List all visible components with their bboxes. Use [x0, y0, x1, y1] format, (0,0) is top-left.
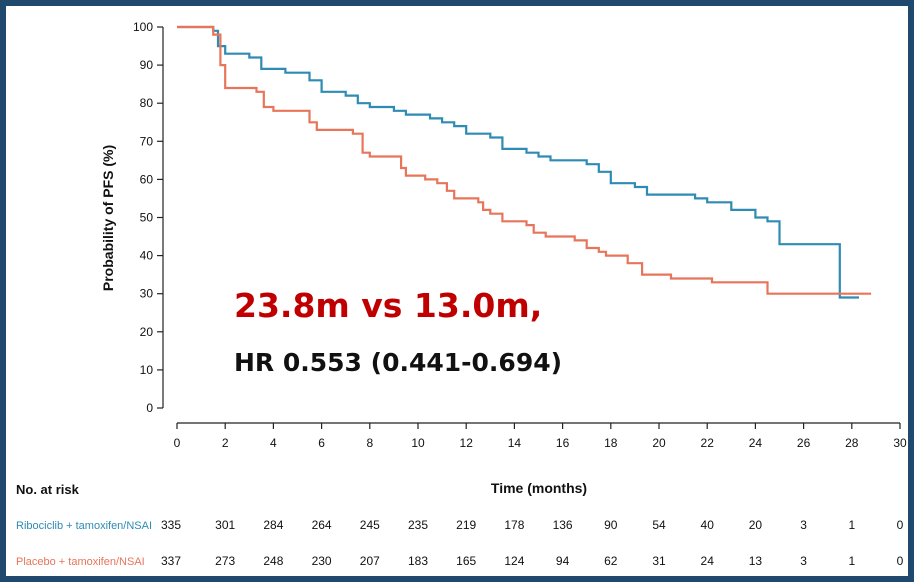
- risk-value: 124: [504, 554, 524, 568]
- x-tick-label: 20: [652, 436, 666, 450]
- risk-table: Ribociclib + tamoxifen/NSAI 335 301 284 264 2…: [16, 518, 904, 568]
- risk-value: 90: [604, 518, 618, 532]
- x-tick-label: 28: [845, 436, 859, 450]
- y-tick-label: 30: [140, 287, 154, 301]
- risk-value: 183: [408, 554, 428, 568]
- x-tick-label: 14: [508, 436, 522, 450]
- chart-frame: 0 2 4 6 8 10 12 14 16 18 20 22 24 26 28 30 0 10 20 30 40 50 60…: [6, 6, 908, 576]
- risk-value: 248: [263, 554, 283, 568]
- risk-value: 40: [701, 518, 715, 532]
- x-tick-label: 0: [174, 436, 181, 450]
- risk-value: 1: [848, 518, 855, 532]
- y-tick-label: 10: [140, 363, 154, 377]
- x-tick-label: 26: [797, 436, 811, 450]
- risk-value: 335: [161, 518, 181, 532]
- risk-value: 13: [749, 554, 763, 568]
- x-tick-label: 4: [270, 436, 277, 450]
- risk-value: 219: [456, 518, 476, 532]
- x-tick-label: 16: [556, 436, 570, 450]
- risk-value: 235: [408, 518, 428, 532]
- risk-row-label: Ribociclib + tamoxifen/NSAI: [16, 520, 152, 532]
- risk-value: 165: [456, 554, 476, 568]
- risk-value: 0: [897, 518, 904, 532]
- y-tick-label: 60: [140, 172, 154, 186]
- y-tick-label: 50: [140, 211, 154, 225]
- risk-value: 0: [897, 554, 904, 568]
- y-tick-label: 90: [140, 58, 154, 72]
- axes: 0 2 4 6 8 10 12 14 16 18 20 22 24 26 28 300102030405060…: [133, 20, 907, 450]
- y-tick-label: 0: [146, 401, 153, 415]
- risk-row-label: Placebo + tamoxifen/NSAI: [16, 556, 145, 568]
- risk-value: 337: [161, 554, 181, 568]
- x-tick-label: 2: [222, 436, 229, 450]
- risk-value: 245: [360, 518, 380, 532]
- risk-value: 136: [553, 518, 573, 532]
- risk-value: 284: [263, 518, 283, 532]
- risk-value: 24: [701, 554, 715, 568]
- x-tick-label: 22: [701, 436, 715, 450]
- risk-value: 3: [800, 554, 807, 568]
- km-chart: 0 2 4 6 8 10 12 14 16 18 20 22 24 26 28 300102030405060…: [16, 20, 907, 568]
- hazard-ratio-annotation: HR 0.553 (0.441-0.694): [234, 348, 562, 377]
- risk-value: 273: [215, 554, 235, 568]
- curves: [177, 25, 872, 299]
- risk-table-title: No. at risk: [16, 482, 80, 497]
- risk-value: 20: [749, 518, 763, 532]
- risk-value: 94: [556, 554, 570, 568]
- x-tick-label: 24: [749, 436, 763, 450]
- x-tick-label: 10: [411, 436, 425, 450]
- placebo-curve: [177, 25, 872, 295]
- x-tick-label: 18: [604, 436, 618, 450]
- x-tick-label: 8: [366, 436, 373, 450]
- risk-value: 54: [652, 518, 666, 532]
- risk-value: 301: [215, 518, 235, 532]
- risk-value: 264: [312, 518, 332, 532]
- risk-value: 3: [800, 518, 807, 532]
- x-axis-title: Time (months): [491, 480, 587, 496]
- y-tick-label: 70: [140, 134, 154, 148]
- y-axis-title: Probability of PFS (%): [100, 145, 116, 291]
- x-tick-label: 12: [460, 436, 474, 450]
- y-tick-label: 80: [140, 96, 154, 110]
- risk-value: 31: [652, 554, 666, 568]
- risk-value: 178: [504, 518, 524, 532]
- risk-value: 207: [360, 554, 380, 568]
- risk-value: 62: [604, 554, 618, 568]
- ribociclib-curve: [177, 25, 859, 299]
- risk-value: 230: [312, 554, 332, 568]
- y-tick-label: 20: [140, 325, 154, 339]
- risk-value: 1: [848, 554, 855, 568]
- median-annotation: 23.8m vs 13.0m,: [234, 286, 542, 325]
- y-tick-label: 100: [133, 20, 153, 34]
- x-tick-label: 30: [893, 436, 907, 450]
- x-tick-label: 6: [318, 436, 325, 450]
- y-tick-label: 40: [140, 249, 154, 263]
